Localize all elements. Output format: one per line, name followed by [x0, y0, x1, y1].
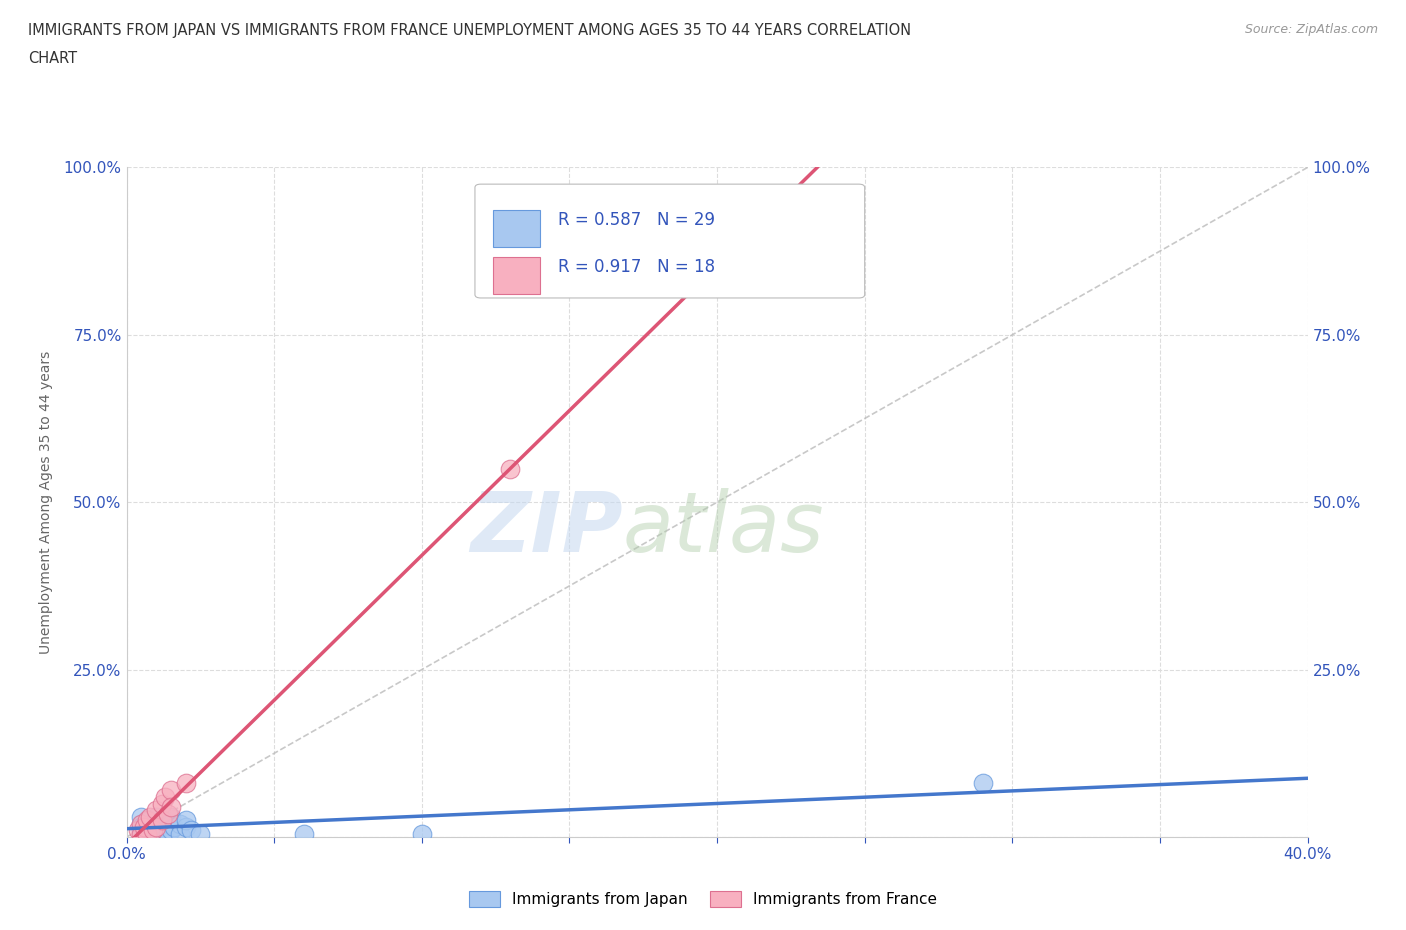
FancyBboxPatch shape [492, 210, 540, 246]
Point [139, 813, 162, 828]
Point [159, 823, 183, 838]
Text: atlas: atlas [623, 488, 824, 569]
Point [169, 826, 191, 841]
Point [153, 790, 176, 804]
Point [150, 819, 173, 834]
Point [292, 826, 315, 841]
Y-axis label: Unemployment Among Ages 35 to 44 years: Unemployment Among Ages 35 to 44 years [38, 351, 52, 654]
Point [499, 461, 522, 476]
Legend: Immigrants from Japan, Immigrants from France: Immigrants from Japan, Immigrants from F… [463, 884, 943, 913]
Point [129, 817, 153, 831]
Text: R = 0.917   N = 18: R = 0.917 N = 18 [558, 258, 714, 276]
Point [159, 800, 183, 815]
Point [153, 823, 176, 838]
Point [145, 809, 167, 824]
Point [150, 817, 173, 831]
Point [150, 813, 173, 828]
Point [129, 809, 153, 824]
Point [145, 826, 167, 841]
Point [139, 819, 162, 834]
Point [129, 826, 153, 841]
Point [145, 817, 167, 831]
Point [127, 823, 149, 838]
Point [150, 796, 173, 811]
Text: CHART: CHART [28, 51, 77, 66]
Point [411, 826, 433, 841]
Point [129, 819, 153, 834]
Point [174, 819, 197, 834]
Point [136, 813, 159, 828]
Point [134, 819, 156, 834]
FancyBboxPatch shape [492, 257, 540, 294]
Point [136, 823, 159, 838]
Point [174, 813, 197, 828]
Point [163, 819, 186, 834]
Point [174, 776, 197, 790]
Point [156, 826, 179, 841]
Point [188, 826, 211, 841]
Point [180, 823, 202, 838]
Point [139, 809, 162, 824]
Text: ZIP: ZIP [470, 488, 623, 569]
Text: Source: ZipAtlas.com: Source: ZipAtlas.com [1244, 23, 1378, 36]
Text: IMMIGRANTS FROM JAPAN VS IMMIGRANTS FROM FRANCE UNEMPLOYMENT AMONG AGES 35 TO 44: IMMIGRANTS FROM JAPAN VS IMMIGRANTS FROM… [28, 23, 911, 38]
FancyBboxPatch shape [475, 184, 865, 298]
Point [145, 819, 167, 834]
Point [145, 823, 167, 838]
Point [136, 826, 159, 841]
Point [129, 817, 153, 831]
Point [145, 803, 167, 817]
Point [972, 776, 994, 790]
Point [129, 823, 153, 838]
Point [159, 817, 183, 831]
Point [169, 817, 191, 831]
Point [159, 809, 183, 824]
Point [156, 806, 179, 821]
Point [159, 783, 183, 798]
Point [142, 823, 165, 838]
Text: R = 0.587   N = 29: R = 0.587 N = 29 [558, 210, 714, 229]
Point [136, 817, 159, 831]
